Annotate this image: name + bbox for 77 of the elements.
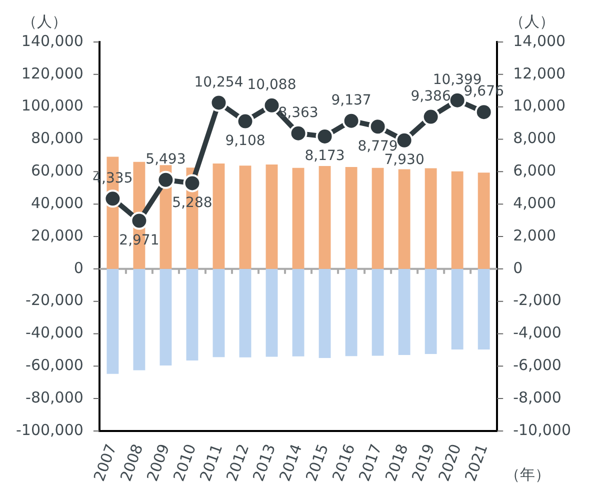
y-tick-label: 100,000 xyxy=(21,96,84,115)
y-tick-label: 40,000 xyxy=(30,194,84,212)
y2-tick-label: 10,000 xyxy=(513,96,566,115)
bar xyxy=(292,268,304,356)
y-axis-title: （人） xyxy=(22,12,67,30)
bar xyxy=(478,268,490,350)
point xyxy=(236,112,254,130)
y2-tick-label: 14,000 xyxy=(513,32,566,50)
y2-tick-label: -8,000 xyxy=(513,388,562,406)
data-label: 9,386 xyxy=(410,88,451,104)
y-tick-label: 20,000 xyxy=(30,226,84,244)
data-label: 7,930 xyxy=(384,152,424,168)
y2-axis-title: （人） xyxy=(510,12,555,30)
y2-tick-label: 6,000 xyxy=(513,162,556,180)
bar xyxy=(212,164,225,269)
bar xyxy=(239,166,252,269)
y-tick-label: -20,000 xyxy=(26,291,84,310)
bar xyxy=(451,171,464,269)
data-label: 8,779 xyxy=(358,138,398,154)
y2-tick-label: -2,000 xyxy=(513,291,562,310)
bar xyxy=(239,268,252,358)
bar xyxy=(451,268,464,350)
bar xyxy=(266,164,278,269)
bar xyxy=(160,268,172,366)
y2-tick-label: 0 xyxy=(513,258,523,277)
bar xyxy=(424,168,437,269)
bar xyxy=(318,268,331,358)
bar xyxy=(345,166,358,269)
bar xyxy=(186,268,198,360)
point xyxy=(395,131,414,150)
bar xyxy=(345,268,358,356)
text: （年） xyxy=(505,465,550,484)
bar xyxy=(133,268,146,370)
bar xyxy=(212,268,225,358)
bar xyxy=(398,268,410,355)
data-label: 10,088 xyxy=(247,77,296,94)
point xyxy=(422,108,440,126)
y-tick-label: 60,000 xyxy=(30,162,84,180)
bar xyxy=(478,172,490,269)
y2-tick-label: -10,000 xyxy=(513,420,572,439)
point xyxy=(368,118,387,136)
data-label: 9,137 xyxy=(331,92,372,108)
bar xyxy=(106,268,119,374)
y-tick-label: 0 xyxy=(74,258,84,277)
bar xyxy=(292,168,304,269)
y2-tick-label: -6,000 xyxy=(513,356,562,374)
point xyxy=(289,124,308,142)
y-tick-label: 120,000 xyxy=(21,64,84,82)
y2-tick-label: 2,000 xyxy=(513,226,556,244)
bar xyxy=(398,169,410,269)
point xyxy=(262,96,281,114)
y-tick-label: -40,000 xyxy=(26,324,84,342)
data-label: 5,493 xyxy=(146,152,186,168)
y-tick-label: -80,000 xyxy=(26,388,84,406)
bar xyxy=(318,166,331,269)
data-label: 8,173 xyxy=(304,148,345,164)
y-tick-label: 140,000 xyxy=(21,32,84,50)
point xyxy=(342,112,360,130)
y-tick-label: 80,000 xyxy=(30,129,84,148)
y-tick-label: -100,000 xyxy=(16,420,84,439)
y2-tick-label: 8,000 xyxy=(513,129,556,148)
data-label: 10,254 xyxy=(194,74,244,90)
bar xyxy=(372,168,384,269)
point xyxy=(474,103,493,122)
bar xyxy=(266,268,278,357)
y2-tick-label: -4,000 xyxy=(513,324,562,342)
data-label: 9,108 xyxy=(225,132,266,149)
point xyxy=(210,94,228,112)
point xyxy=(130,212,148,230)
y2-tick-label: 12,000 xyxy=(513,64,566,82)
point xyxy=(104,190,122,208)
y2-tick-label: 4,000 xyxy=(513,194,556,212)
y-tick-label: -60,000 xyxy=(26,356,84,374)
point xyxy=(156,170,175,189)
bar xyxy=(372,268,384,356)
bar xyxy=(424,268,437,354)
point xyxy=(183,174,202,192)
